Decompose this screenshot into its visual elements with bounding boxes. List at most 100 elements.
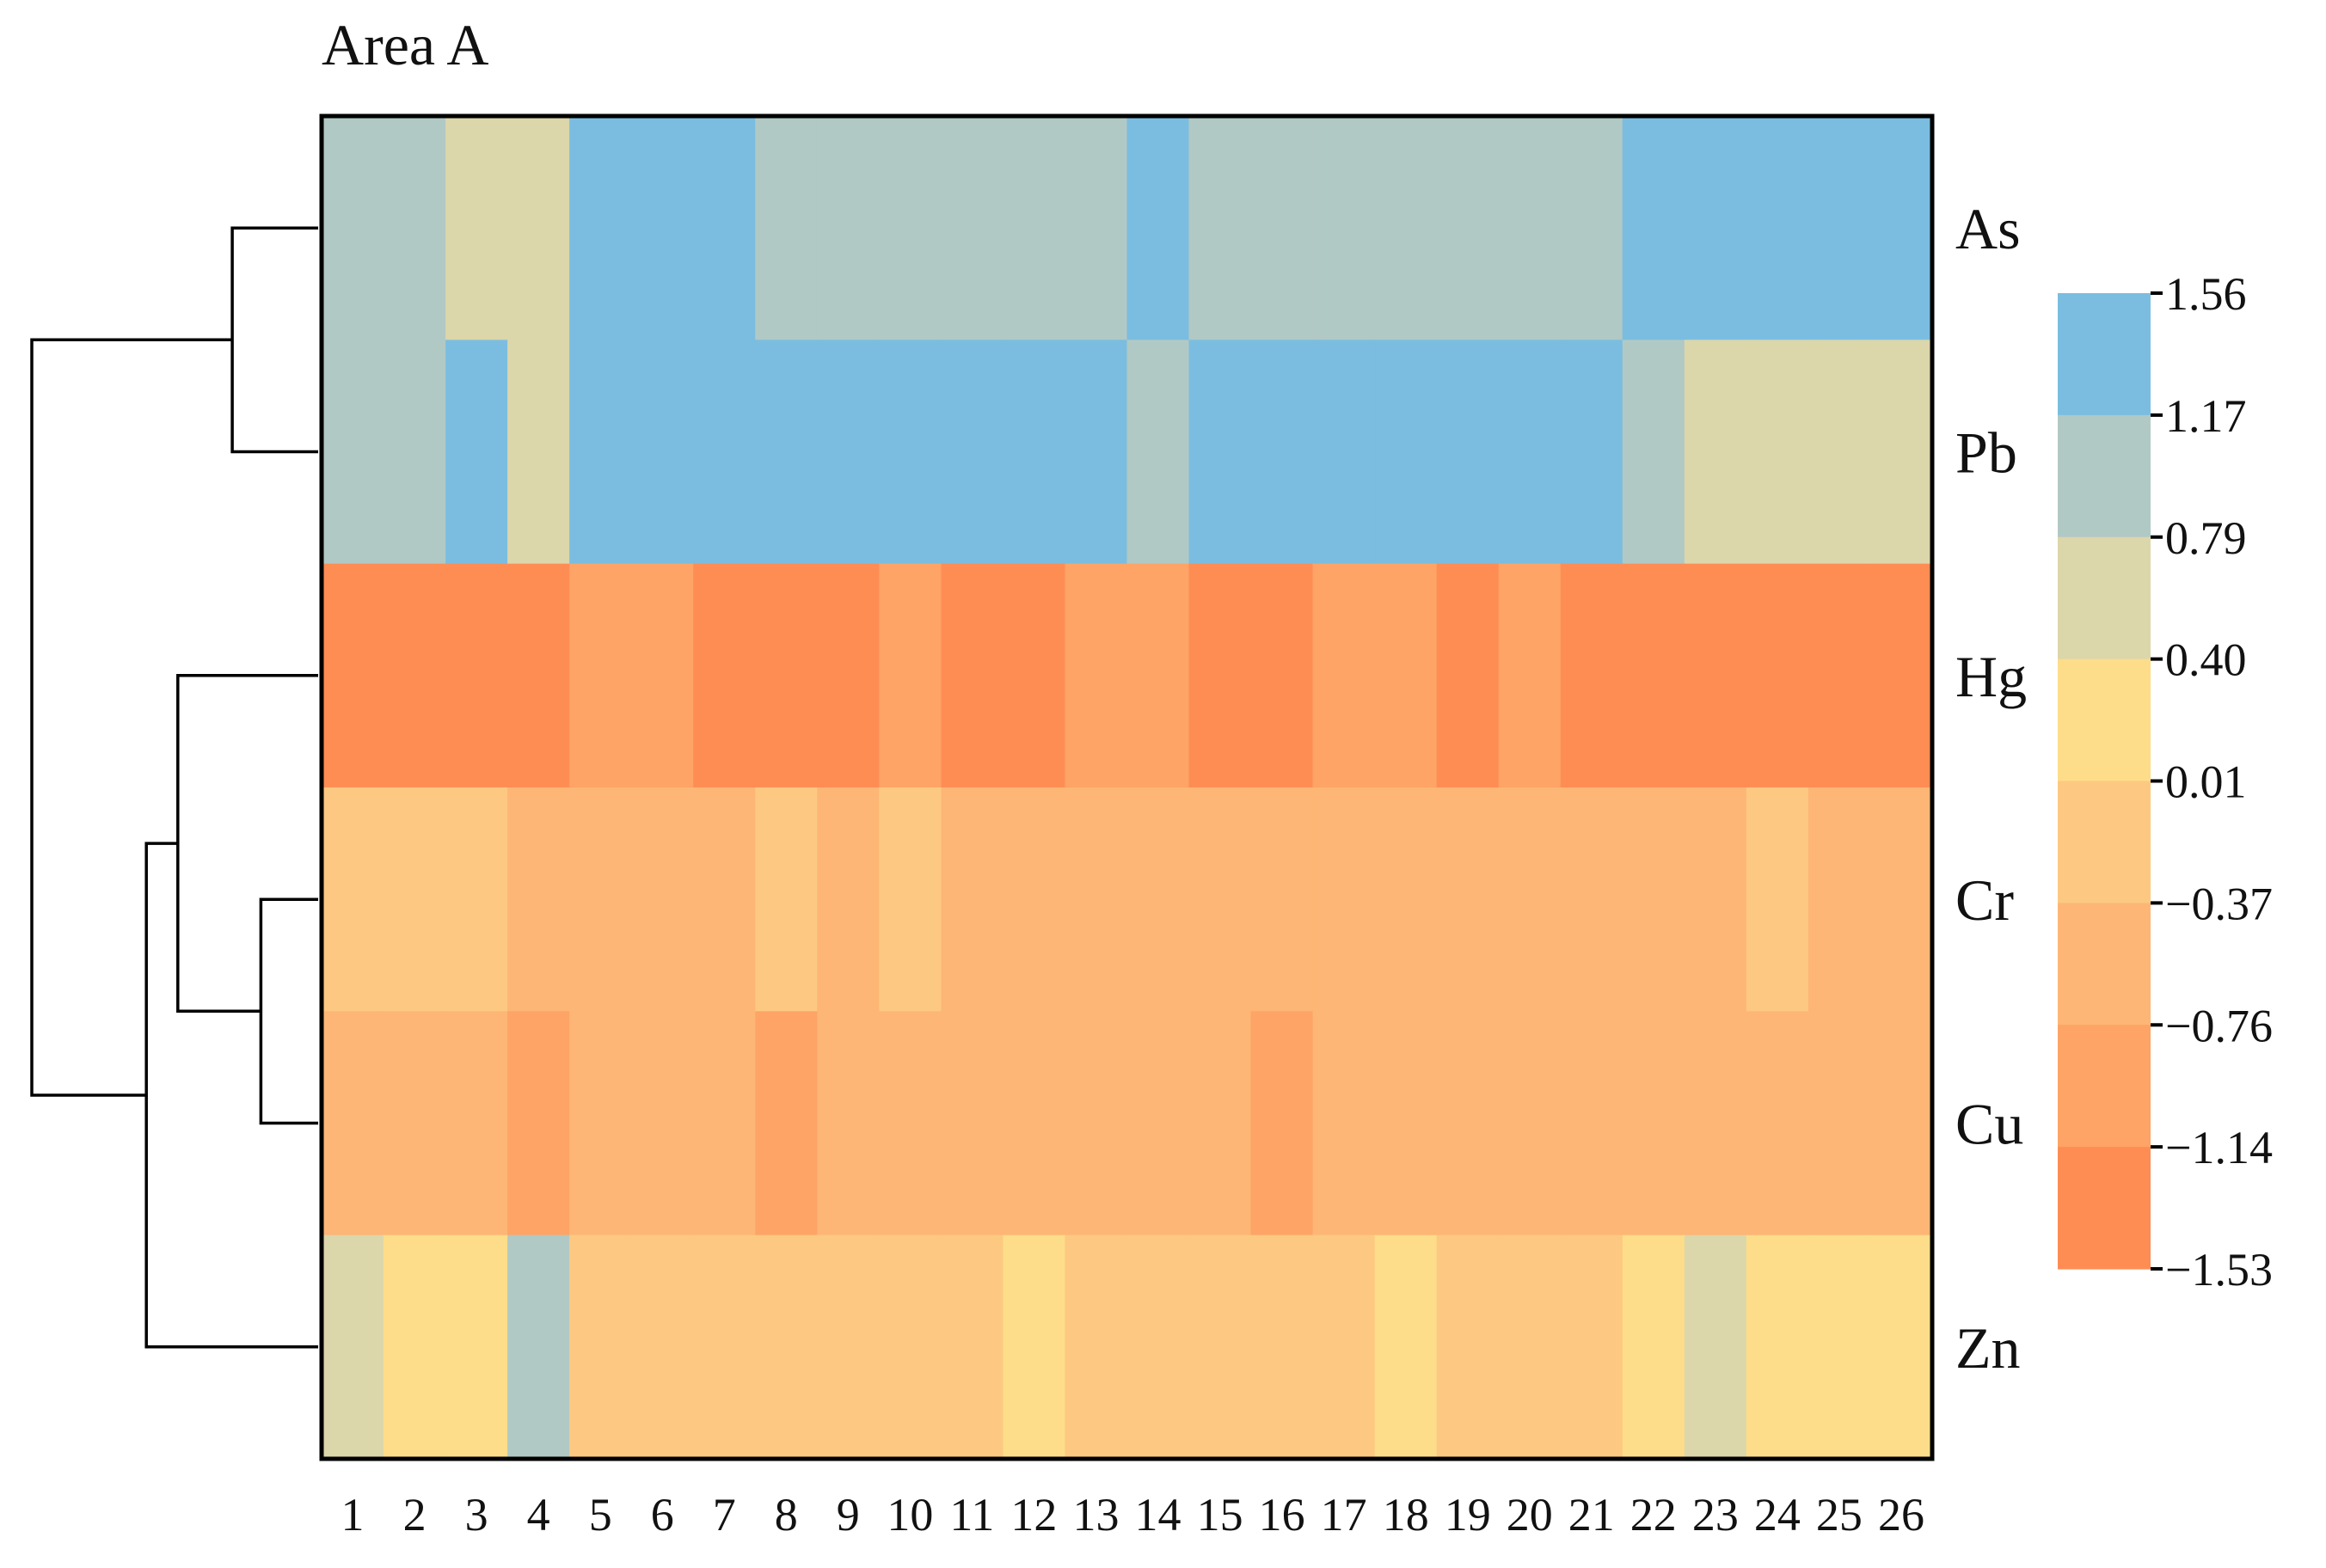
heatmap-cell-zn-23 <box>1684 1234 1747 1460</box>
heatmap-cell-cu-16 <box>1250 1011 1314 1236</box>
column-labels: 1 2 3 4 5 6 7 8 9 10 11 12 13 14 15 16 17 18 19 20 21 22 23 24 2… <box>341 1489 1925 1540</box>
heatmap-cell-cu-9 <box>817 1011 880 1236</box>
dendrogram-link-1 <box>230 226 318 454</box>
row-label-hg: Hg <box>1955 644 2027 709</box>
column-label-20: 20 <box>1507 1489 1553 1540</box>
heatmap-cell-zn-24 <box>1746 1234 1809 1460</box>
dendrogram-link-2 <box>259 897 318 1125</box>
heatmap-cell-hg-12 <box>1003 563 1066 788</box>
heatmap-cell-pb-14 <box>1126 340 1190 565</box>
heatmap-cell-cr-12 <box>1003 787 1066 1012</box>
heatmap-cell-as-1 <box>322 116 384 340</box>
heatmap-cell-as-8 <box>755 116 818 340</box>
colorbar: 1.56 1.17 0.79 0.40 0.01 −0.37 −0.76 −1.14 −1.53 <box>2058 268 2273 1295</box>
colorbar-tick-label-7: −0.76 <box>2165 1000 2273 1051</box>
colorbar-swatch-6 <box>2058 903 2151 1026</box>
heatmap-cell-as-13 <box>1065 116 1128 340</box>
heatmap-cell-cu-21 <box>1560 1011 1623 1236</box>
heatmap-cell-cu-10 <box>879 1011 942 1236</box>
heatmap-cell-hg-8 <box>755 563 818 788</box>
heatmap-cell-cr-20 <box>1498 787 1562 1012</box>
heatmap-cell-as-12 <box>1003 116 1066 340</box>
heatmap-cell-pb-10 <box>879 340 942 565</box>
heatmap-cell-pb-23 <box>1684 340 1747 565</box>
row-label-zn: Zn <box>1955 1315 2021 1381</box>
row-labels: As Pb Hg Cr Cu Zn <box>1955 196 2027 1381</box>
heatmap-cell-cu-26 <box>1869 1011 1933 1236</box>
heatmap-cell-hg-9 <box>817 563 880 788</box>
colorbar-swatch-2 <box>2058 414 2151 538</box>
column-label-4: 4 <box>527 1489 550 1540</box>
heatmap-cell-pb-12 <box>1003 340 1066 565</box>
heatmap-cell-cr-1 <box>322 787 384 1012</box>
heatmap-cell-zn-14 <box>1126 1234 1190 1460</box>
heatmap-cell-pb-20 <box>1498 340 1562 565</box>
heatmap-cell-hg-10 <box>879 563 942 788</box>
heatmap-cell-hg-15 <box>1188 563 1252 788</box>
heatmap-cell-cr-13 <box>1065 787 1128 1012</box>
heatmap-cell-pb-2 <box>384 340 446 565</box>
heatmap-cell-cu-13 <box>1065 1011 1128 1236</box>
heatmap-cell-as-15 <box>1188 116 1252 340</box>
heatmap-cell-hg-7 <box>693 563 756 788</box>
heatmap-cell-hg-21 <box>1560 563 1623 788</box>
heatmap-cell-zn-1 <box>322 1234 384 1460</box>
heatmap-cell-as-5 <box>569 116 632 340</box>
heatmap-cell-hg-16 <box>1250 563 1314 788</box>
heatmap-cell-zn-8 <box>755 1234 818 1460</box>
heatmap-cell-cu-24 <box>1746 1011 1809 1236</box>
heatmap-cell-zn-15 <box>1188 1234 1252 1460</box>
heatmap-cell-hg-1 <box>322 563 384 788</box>
heatmap-cell-cu-7 <box>693 1011 756 1236</box>
heatmap-cell-cu-11 <box>941 1011 1004 1236</box>
heatmap-cell-hg-13 <box>1065 563 1128 788</box>
heatmap-cell-hg-18 <box>1374 563 1438 788</box>
heatmap-cell-hg-20 <box>1498 563 1562 788</box>
heatmap-cell-pb-11 <box>941 340 1004 565</box>
heatmap-cell-as-23 <box>1684 116 1747 340</box>
heatmap-cell-cr-3 <box>445 787 508 1012</box>
heatmap-cell-as-25 <box>1807 116 1871 340</box>
heatmap-cell-pb-4 <box>507 340 570 565</box>
heatmap-cell-hg-14 <box>1126 563 1190 788</box>
column-label-22: 22 <box>1630 1489 1677 1540</box>
heatmap-cell-hg-26 <box>1869 563 1933 788</box>
heatmap-cell-cr-11 <box>941 787 1004 1012</box>
heatmap-cell-zn-4 <box>507 1234 570 1460</box>
column-label-16: 16 <box>1259 1489 1305 1540</box>
heatmap-cell-cr-2 <box>384 787 446 1012</box>
heatmap-cell-cu-6 <box>631 1011 694 1236</box>
column-label-10: 10 <box>887 1489 933 1540</box>
row-label-pb: Pb <box>1955 420 2017 486</box>
colorbar-swatch-7 <box>2058 1025 2151 1148</box>
heatmap-cell-cr-15 <box>1188 787 1252 1012</box>
heatmap-cell-cu-12 <box>1003 1011 1066 1236</box>
heatmap-cell-cr-22 <box>1622 787 1685 1012</box>
heatmap-cell-cr-17 <box>1312 787 1376 1012</box>
heatmap-cell-as-21 <box>1560 116 1623 340</box>
heatmap-cell-cr-6 <box>631 787 694 1012</box>
column-label-8: 8 <box>775 1489 798 1540</box>
heatmap-cell-hg-6 <box>631 563 694 788</box>
heatmap-cell-pb-22 <box>1622 340 1685 565</box>
colorbar-tick-label-8: −1.14 <box>2165 1122 2273 1173</box>
heatmap-cell-cu-23 <box>1684 1011 1747 1236</box>
heatmap-cell-zn-12 <box>1003 1234 1066 1460</box>
colorbar-tick-label-2: 1.17 <box>2165 390 2247 442</box>
column-label-9: 9 <box>837 1489 860 1540</box>
colorbar-swatch-3 <box>2058 536 2151 660</box>
heatmap-cell-as-16 <box>1250 116 1314 340</box>
colorbar-tick-label-6: −0.37 <box>2165 878 2273 929</box>
heatmap-cell-cr-16 <box>1250 787 1314 1012</box>
colorbar-tick-label-4: 0.40 <box>2165 634 2247 686</box>
colorbar-tick-label-9: −1.53 <box>2165 1244 2273 1295</box>
heatmap-cell-as-9 <box>817 116 880 340</box>
column-label-24: 24 <box>1754 1489 1801 1540</box>
heatmap-cell-as-26 <box>1869 116 1933 340</box>
heatmap-cell-cu-2 <box>384 1011 446 1236</box>
heatmap-cell-zn-13 <box>1065 1234 1128 1460</box>
heatmap-cell-cu-8 <box>755 1011 818 1236</box>
column-label-25: 25 <box>1816 1489 1863 1540</box>
heatmap-cell-as-4 <box>507 116 570 340</box>
heatmap-cell-cu-1 <box>322 1011 384 1236</box>
